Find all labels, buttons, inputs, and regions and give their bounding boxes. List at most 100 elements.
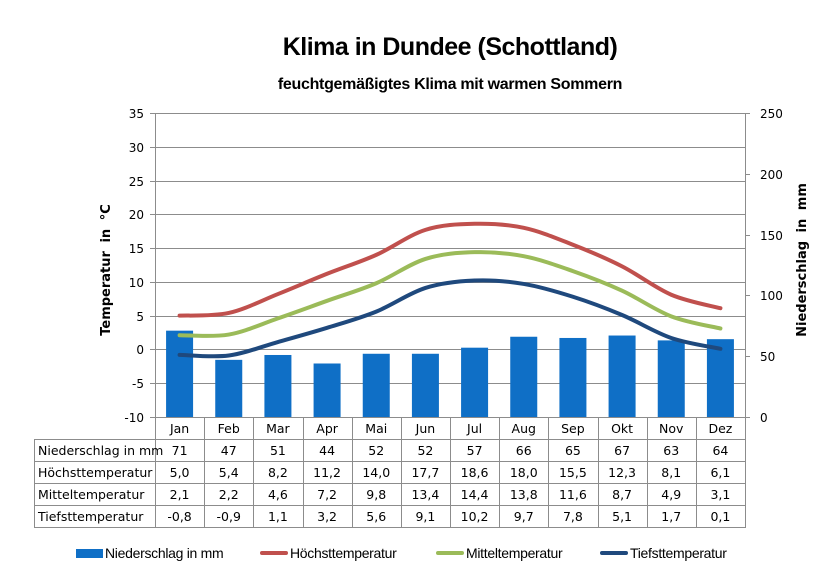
table-cell: 0,1	[710, 509, 730, 524]
table-cell: 63	[663, 443, 679, 458]
table-cell: 17,7	[411, 465, 439, 480]
legend-label: Tiefsttemperatur	[630, 545, 727, 561]
mean-temperature-line	[177, 250, 723, 339]
right-tick-label: 0	[760, 411, 768, 425]
precipitation-bar	[559, 337, 587, 417]
precipitation-bar	[313, 363, 341, 417]
table-cell: 7,2	[317, 487, 337, 502]
table-cell: 5,0	[170, 465, 190, 480]
precipitation-bar	[706, 339, 734, 417]
table-cell: 14,0	[362, 465, 390, 480]
table-cell: -0,9	[217, 509, 241, 524]
left-tick-label: 0	[136, 343, 144, 357]
left-tick-label: 5	[136, 310, 144, 324]
right-tick-label: 50	[760, 350, 775, 364]
category-label: Jan	[169, 421, 189, 436]
y-axis-title-left: Temperatur in °C	[99, 204, 114, 336]
precipitation-bar	[264, 354, 292, 417]
right-tick-label: 150	[760, 229, 783, 243]
legend-item-mean-temp: Mitteltemperatur	[436, 545, 563, 561]
high-temperature-line	[177, 221, 723, 318]
legend-label: Höchsttemperatur	[290, 545, 397, 561]
table-cell: 52	[417, 443, 433, 458]
table-cell: 71	[172, 443, 188, 458]
chart-subtitle: feuchtgemäßigtes Klima mit warmen Sommer…	[277, 76, 623, 93]
table-cell: 7,8	[563, 509, 583, 524]
table-cell: 5,1	[612, 509, 632, 524]
table-cell: 51	[270, 443, 286, 458]
line-swatch-icon	[436, 551, 464, 555]
left-tick-label: 10	[129, 276, 144, 290]
table-cell: 18,6	[461, 465, 489, 480]
table-cell: 9,7	[514, 509, 534, 524]
table-cell: 44	[319, 443, 335, 458]
category-label: Jun	[415, 421, 436, 436]
precipitation-bar	[215, 359, 243, 417]
table-cell: 8,2	[268, 465, 288, 480]
line-swatch-icon	[600, 551, 628, 555]
table-cell: 11,6	[559, 487, 587, 502]
left-tick-label: -10	[124, 411, 144, 425]
table-cell: 8,7	[612, 487, 632, 502]
precipitation-bar	[608, 335, 636, 417]
table-cell: 2,1	[170, 487, 190, 502]
left-tick-label: 20	[129, 208, 144, 222]
precipitation-bar	[510, 336, 538, 417]
legend-item-high-temp: Höchsttemperatur	[260, 545, 397, 561]
legend: Niederschlag in mm Höchsttemperatur Mitt…	[0, 545, 838, 565]
table-cell: 13,4	[411, 487, 439, 502]
table-cell: 18,0	[510, 465, 538, 480]
line-swatch-icon	[260, 551, 288, 555]
table-cell: 8,1	[661, 465, 681, 480]
right-tick-label: 200	[760, 168, 783, 182]
table-cell: 66	[516, 443, 532, 458]
legend-item-low-temp: Tiefsttemperatur	[600, 545, 727, 561]
table-cell: 3,2	[317, 509, 337, 524]
table-row-header: Tiefsttemperatur	[37, 509, 144, 524]
table-cell: 3,1	[710, 487, 730, 502]
category-label: Mar	[266, 421, 290, 436]
table-cell: 1,1	[268, 509, 288, 524]
table-cell: 5,6	[366, 509, 386, 524]
right-tick-label: 100	[760, 289, 783, 303]
table-cell: 2,2	[219, 487, 239, 502]
table-cell: 1,7	[661, 509, 681, 524]
table-row-header: Höchsttemperatur	[38, 465, 153, 480]
data-table: Jan Feb Mar Apr Mai Jun Jul Aug Sep Okt Nov Dez Nied…	[34, 417, 746, 528]
left-tick-label: 35	[129, 107, 144, 121]
table-cell: 65	[565, 443, 581, 458]
category-label: Okt	[611, 421, 633, 436]
table-cell: 57	[467, 443, 483, 458]
category-label: Mai	[365, 421, 387, 436]
left-tick-label: 30	[129, 141, 144, 155]
category-label: Jul	[466, 421, 482, 436]
legend-label: Niederschlag in mm	[105, 545, 224, 561]
table-cell: 14,4	[461, 487, 489, 502]
bar-swatch-icon	[76, 548, 103, 558]
left-tick-label: 15	[129, 242, 144, 256]
table-cell: 4,6	[268, 487, 288, 502]
table-cell: 67	[614, 443, 630, 458]
low-temperature-line	[177, 278, 723, 359]
table-cell: 5,4	[219, 465, 239, 480]
table-cell: 6,1	[710, 465, 730, 480]
table-cell: 52	[368, 443, 384, 458]
table-cell: 12,3	[608, 465, 636, 480]
precipitation-bar	[657, 340, 685, 417]
category-label: Feb	[218, 421, 240, 436]
table-cell: 13,8	[510, 487, 538, 502]
table-cell: 9,1	[415, 509, 435, 524]
precipitation-bar	[362, 353, 390, 417]
category-label: Dez	[708, 421, 732, 436]
table-cell: -0,8	[167, 509, 191, 524]
table-cell: 15,5	[559, 465, 587, 480]
table-cell: 11,2	[313, 465, 341, 480]
category-label: Nov	[659, 421, 684, 436]
legend-item-precipitation: Niederschlag in mm	[76, 545, 224, 561]
left-tick-label: 25	[129, 175, 144, 189]
category-label: Sep	[561, 421, 585, 436]
y-axis-title-right: Niederschlag in mm	[795, 183, 810, 337]
table-cell: 64	[712, 443, 728, 458]
